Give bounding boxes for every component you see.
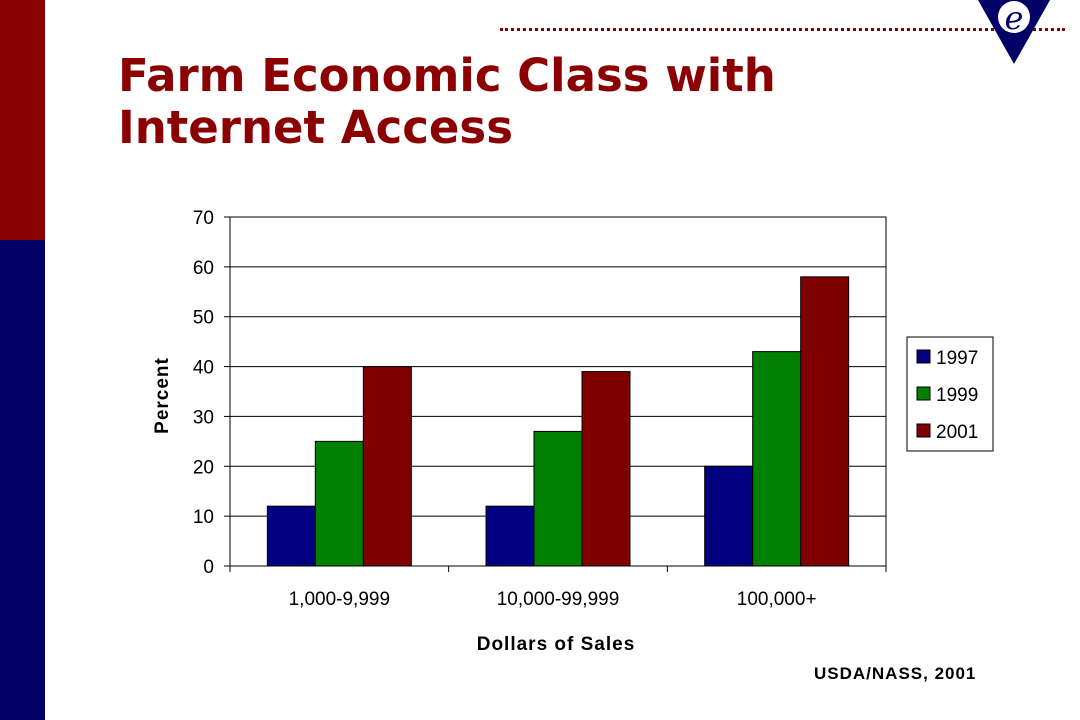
dotted-divider xyxy=(500,28,1065,31)
y-tick-label: 70 xyxy=(193,208,214,229)
bar-1999-1 xyxy=(533,430,583,567)
legend-swatch-1997 xyxy=(916,349,931,364)
slide-title-line-1: Farm Economic Class with xyxy=(118,49,776,102)
bar-1999-0 xyxy=(314,440,364,567)
y-tick-label: 20 xyxy=(193,457,214,478)
bar-1999-2 xyxy=(752,351,802,567)
bars xyxy=(266,276,850,567)
plot-area xyxy=(229,216,887,567)
bar-1997-1 xyxy=(485,505,535,567)
y-tick-label: 10 xyxy=(193,507,214,528)
bar-2001-2 xyxy=(800,276,850,567)
bar-2001-1 xyxy=(581,371,631,567)
bar-1997-2 xyxy=(704,465,754,567)
legend-label-1999: 1999 xyxy=(936,385,978,406)
side-accent-bar-top xyxy=(0,0,45,240)
x-axis-title: Dollars of Sales xyxy=(477,634,636,655)
logo-circle xyxy=(998,1,1030,33)
y-tick-label: 30 xyxy=(193,407,214,428)
y-tick-label: 0 xyxy=(203,557,214,578)
slide-title: Farm Economic Class with Internet Access xyxy=(118,50,776,154)
logo-letter: e xyxy=(1005,0,1024,37)
legend-swatch-1999 xyxy=(916,386,931,401)
x-axis-ticks: 1,000-9,999 10,000-99,999 100,000+ xyxy=(229,566,887,610)
bar-1997-0 xyxy=(266,505,316,567)
x-tick-label: 1,000-9,999 xyxy=(289,589,390,610)
y-axis-title: Percent xyxy=(152,357,173,434)
source-credit: USDA/NASS, 2001 xyxy=(814,664,977,683)
side-accent-bar-bottom xyxy=(0,240,45,720)
y-tick-label: 60 xyxy=(193,258,214,279)
slide-title-line-2: Internet Access xyxy=(118,101,514,154)
logo: e xyxy=(978,0,1050,64)
x-tick-label: 100,000+ xyxy=(737,589,817,610)
y-tick-label: 40 xyxy=(193,358,214,379)
y-tick-label: 50 xyxy=(193,308,214,329)
x-tick-label: 10,000-99,999 xyxy=(497,589,620,610)
legend-label-2001: 2001 xyxy=(936,422,978,443)
legend-label-1997: 1997 xyxy=(936,348,978,369)
y-axis-ticks: 0 10 20 30 40 50 60 70 xyxy=(193,208,230,578)
legend-swatch-2001 xyxy=(916,423,931,438)
bar-2001-0 xyxy=(362,366,412,567)
legend: 1997 1999 2001 xyxy=(906,336,994,452)
